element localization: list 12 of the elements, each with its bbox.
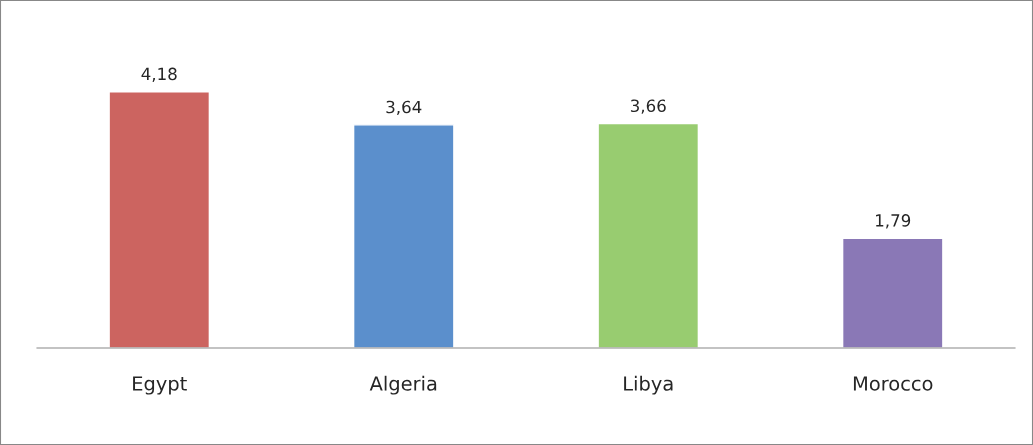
bar bbox=[841, 237, 944, 348]
x-tick-label: Libya bbox=[624, 375, 673, 395]
data-label: 3,66 bbox=[630, 99, 666, 114]
data-label: 3,64 bbox=[386, 100, 422, 115]
bar bbox=[597, 122, 700, 348]
data-label: 1,79 bbox=[876, 214, 911, 229]
x-tick-label: Algeria bbox=[369, 375, 437, 395]
x-tick-label: Egypt bbox=[133, 376, 187, 395]
bar bbox=[352, 124, 455, 348]
bar bbox=[108, 91, 211, 348]
x-tick-label: Morocco bbox=[853, 376, 933, 391]
data-label: 4,18 bbox=[141, 67, 177, 82]
